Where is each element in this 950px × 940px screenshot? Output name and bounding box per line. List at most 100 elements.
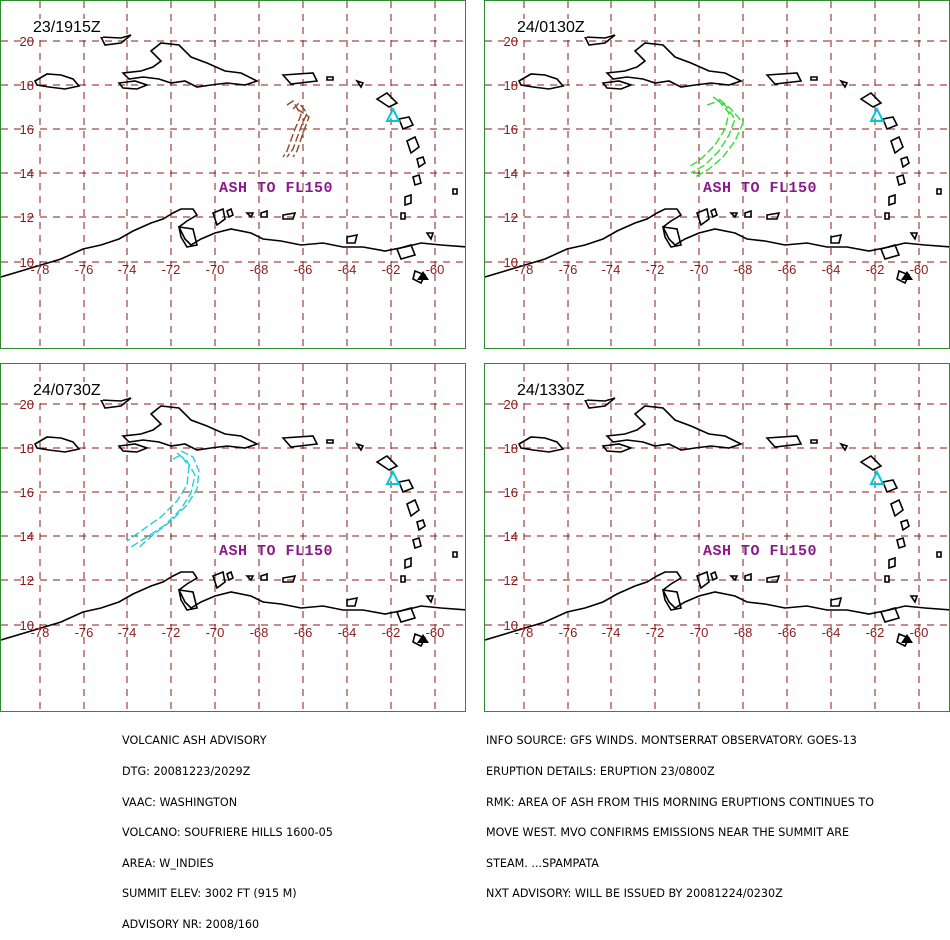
ash-cloud xyxy=(282,100,310,158)
coastline xyxy=(412,173,422,187)
advisory-line: STEAM. ...SPAMPATA xyxy=(486,856,599,870)
coastline xyxy=(400,212,406,220)
advisory-line: DTG: 20081223/2029Z xyxy=(122,765,251,778)
latitude-label: 20 xyxy=(504,34,518,49)
advisory-line: MOVE WEST. MVO CONFIRMS EMISSIONS NEAR T… xyxy=(486,826,850,840)
coastline xyxy=(601,443,634,453)
longitude-label: -74 xyxy=(118,262,137,277)
latitude-label: 12 xyxy=(504,573,518,588)
coastline xyxy=(212,570,226,590)
coastline xyxy=(260,572,268,581)
coastline xyxy=(744,572,752,581)
map-panel-3: -78 -76 -74 -72 -70 -68 -66 -64 -62 -60 20 18 16 14 12… xyxy=(0,363,466,712)
coastline xyxy=(245,575,255,582)
longitude-label: -78 xyxy=(515,625,534,640)
longitude-label: -72 xyxy=(646,262,665,277)
coastline xyxy=(395,244,417,260)
panel-time-label: 24/0130Z xyxy=(515,19,587,37)
longitude-label: -64 xyxy=(338,262,357,277)
latitude-label: 18 xyxy=(504,441,518,456)
coastline xyxy=(696,207,710,227)
coastline xyxy=(888,556,896,570)
longitude-label: -78 xyxy=(515,262,534,277)
longitude-label: -60 xyxy=(426,625,445,640)
advisory-line: INFO SOURCE: GFS WINDS. MONTSERRAT OBSER… xyxy=(486,734,857,748)
advisory-line: VOLCANIC ASH ADVISORY xyxy=(122,734,267,748)
coastline xyxy=(605,42,744,88)
coastline xyxy=(416,155,426,169)
latitude-label: 20 xyxy=(504,397,518,412)
longitude-label: -74 xyxy=(602,625,621,640)
longitude-label: -70 xyxy=(690,625,709,640)
coastline xyxy=(583,397,616,409)
longitude-label: -76 xyxy=(75,625,94,640)
coastline xyxy=(583,34,616,46)
latitude-label: 20 xyxy=(20,34,34,49)
coastline xyxy=(729,212,739,219)
latitude-label: 16 xyxy=(20,485,34,500)
coastline xyxy=(245,212,255,219)
longitude-label: -66 xyxy=(294,625,313,640)
coastline xyxy=(404,193,412,207)
coastline xyxy=(744,209,752,218)
coastline xyxy=(99,34,132,46)
longitude-label: -66 xyxy=(778,625,797,640)
coastline xyxy=(406,498,420,518)
coastline xyxy=(226,207,234,219)
coastline xyxy=(900,518,910,532)
ash-outline xyxy=(690,96,736,174)
coastline xyxy=(355,442,365,452)
coastline xyxy=(765,72,803,85)
advisory-line: VOLCANO: SOUFRIERE HILLS 1600-05 xyxy=(122,826,333,840)
advisory-line: SUMMIT ELEV: 3002 FT (915 M) xyxy=(122,887,297,901)
volcano-triangle-icon xyxy=(869,469,885,485)
coastline xyxy=(859,454,883,471)
latitude-label: 16 xyxy=(504,485,518,500)
coastline xyxy=(766,574,781,583)
coastline xyxy=(212,207,226,227)
marker-triangle-icon xyxy=(417,271,429,280)
coastline xyxy=(355,79,365,89)
longitude-label: -68 xyxy=(250,262,269,277)
latitude-label: 14 xyxy=(20,529,34,544)
latitude-label: 12 xyxy=(20,210,34,225)
coastline xyxy=(117,80,150,90)
latitude-label: 18 xyxy=(20,441,34,456)
coastline xyxy=(517,73,565,90)
coastline xyxy=(936,188,942,195)
ash-outline xyxy=(286,101,308,158)
coastline xyxy=(346,233,359,244)
longitude-label: -60 xyxy=(910,262,929,277)
map-svg: -78 -76 -74 -72 -70 -68 -66 -64 -62 -60 20 18 16 14 12… xyxy=(485,1,949,348)
ash-outline xyxy=(130,452,196,548)
longitude-label: -70 xyxy=(206,262,225,277)
coastline xyxy=(729,575,739,582)
latitude-label: 10 xyxy=(20,255,34,270)
coastline xyxy=(696,570,710,590)
latitude-label: 18 xyxy=(504,78,518,93)
coastline xyxy=(99,397,132,409)
coastline xyxy=(375,454,399,471)
coastline xyxy=(909,595,919,604)
coastline xyxy=(881,479,899,494)
coastline xyxy=(884,212,890,220)
coastline xyxy=(397,479,415,494)
coastline xyxy=(881,116,899,131)
advisory-details-text: INFO SOURCE: GFS WINDS. MONTSERRAT OBSER… xyxy=(486,716,874,910)
longitude-label: -68 xyxy=(250,625,269,640)
coastline xyxy=(485,571,949,641)
panel-time-label: 24/0730Z xyxy=(31,382,103,400)
ash-cloud xyxy=(688,96,744,178)
volcano-triangle-icon xyxy=(385,469,401,485)
longitude-label: -70 xyxy=(206,625,225,640)
ash-level-label: ASH TO FL150 xyxy=(703,180,818,197)
longitude-label: -66 xyxy=(778,262,797,277)
longitude-label: -64 xyxy=(822,625,841,640)
coastline xyxy=(936,551,942,558)
coastline xyxy=(226,570,234,582)
coastline xyxy=(33,436,81,453)
ash-level-label: ASH TO FL150 xyxy=(219,543,334,560)
latitude-label: 14 xyxy=(504,166,518,181)
ash-cloud xyxy=(126,450,200,550)
coastline xyxy=(485,208,949,278)
